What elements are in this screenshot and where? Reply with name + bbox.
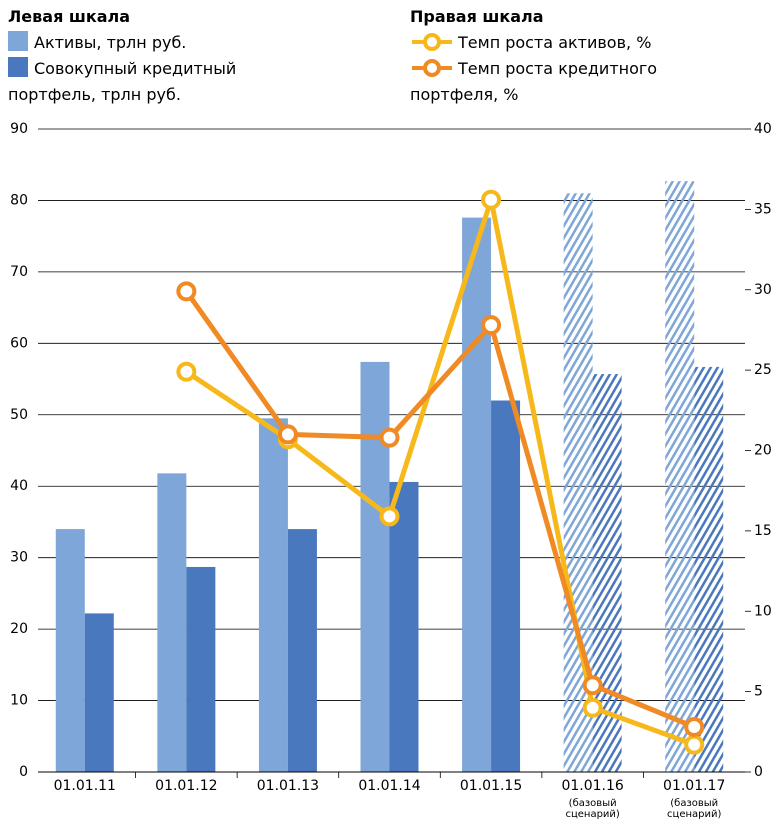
x-tick-label: 01.01.17 (663, 778, 725, 794)
marker (582, 697, 603, 718)
marker (277, 424, 298, 445)
x-tick-label: 01.01.14 (358, 778, 420, 794)
bar (665, 181, 695, 773)
legend-swatch (8, 57, 28, 77)
marker (684, 734, 705, 755)
legend-label: Темп роста активов, % (458, 33, 652, 52)
marker (176, 361, 197, 382)
marker (684, 716, 705, 737)
bar (84, 613, 114, 772)
y-tick-label: 50 (10, 407, 28, 423)
x-tick-label: 01.01.11 (54, 778, 116, 794)
y2-tick-label: 15 (754, 523, 772, 539)
y-tick-label: 0 (19, 764, 28, 780)
bar (491, 400, 521, 772)
legend-item: Темп роста кредитного портфеля, % (410, 56, 730, 108)
marker (379, 427, 400, 448)
y2-tick-label: 20 (754, 443, 772, 459)
x-tick-label: 01.01.15 (460, 778, 522, 794)
x-tick-note: (базовый (569, 798, 617, 809)
y2-tick-label: 40 (754, 121, 772, 137)
y2-tick-label: 25 (754, 362, 772, 378)
y-tick-label: 10 (10, 693, 28, 709)
x-tick-label: 01.01.12 (155, 778, 217, 794)
legend-swatch (412, 59, 452, 77)
legend-item: Совокупный кредитный портфель, трлн руб. (8, 56, 298, 108)
legend-label: Активы, трлн руб. (34, 33, 187, 52)
legend-item: Активы, трлн руб. (8, 30, 298, 56)
legend-title: Левая шкала (8, 7, 131, 26)
marker (481, 315, 502, 336)
y-tick-label: 60 (10, 335, 28, 351)
y2-tick-label: 30 (754, 282, 772, 298)
bar (694, 366, 724, 772)
x-tick-note: сценарий) (565, 809, 619, 820)
legend-left: Левая шкала Активы, трлн руб. Совокупный… (8, 4, 298, 108)
bar (389, 481, 419, 772)
y2-tick-label: 10 (754, 603, 772, 619)
marker (379, 506, 400, 527)
x-tick-note: сценарий) (667, 809, 721, 820)
marker (176, 281, 197, 302)
bar (186, 566, 216, 772)
y-tick-label: 30 (10, 550, 28, 566)
legend-label: Совокупный кредитный портфель, трлн руб. (8, 59, 237, 104)
marker (582, 675, 603, 696)
bar (157, 473, 187, 772)
line (184, 289, 696, 730)
legend-title: Правая шкала (410, 7, 544, 26)
legend-item: Темп роста активов, % (410, 30, 730, 56)
y-tick-label: 70 (10, 264, 28, 280)
y2-tick-label: 5 (754, 684, 763, 700)
bar (462, 217, 492, 772)
bar (287, 529, 317, 772)
legend-marker (423, 33, 441, 51)
bar (55, 529, 85, 772)
marker (481, 189, 502, 210)
y-tick-label: 90 (10, 121, 28, 137)
y2-tick-label: 35 (754, 201, 772, 217)
bar (360, 361, 390, 772)
legend-swatch (8, 31, 28, 51)
x-tick-note: (базовый (670, 798, 718, 809)
x-tick-label: 01.01.16 (561, 778, 623, 794)
line (184, 197, 696, 748)
legend-right: Правая шкала Темп роста активов, % Темп … (410, 4, 730, 108)
y-tick-label: 40 (10, 478, 28, 494)
y-tick-label: 20 (10, 621, 28, 637)
y-tick-label: 80 (10, 192, 28, 208)
legend-label: Темп роста кредитного портфеля, % (410, 59, 658, 104)
x-tick-label: 01.01.13 (257, 778, 319, 794)
legend-swatch (412, 33, 452, 51)
legend-marker (423, 59, 441, 77)
bar (258, 418, 288, 772)
y2-tick-label: 0 (754, 764, 763, 780)
